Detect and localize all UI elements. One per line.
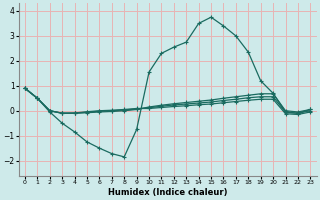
X-axis label: Humidex (Indice chaleur): Humidex (Indice chaleur) — [108, 188, 228, 197]
